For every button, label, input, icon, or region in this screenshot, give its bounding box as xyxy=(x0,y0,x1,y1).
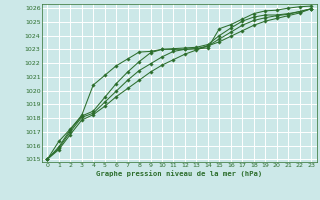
X-axis label: Graphe pression niveau de la mer (hPa): Graphe pression niveau de la mer (hPa) xyxy=(96,170,262,177)
